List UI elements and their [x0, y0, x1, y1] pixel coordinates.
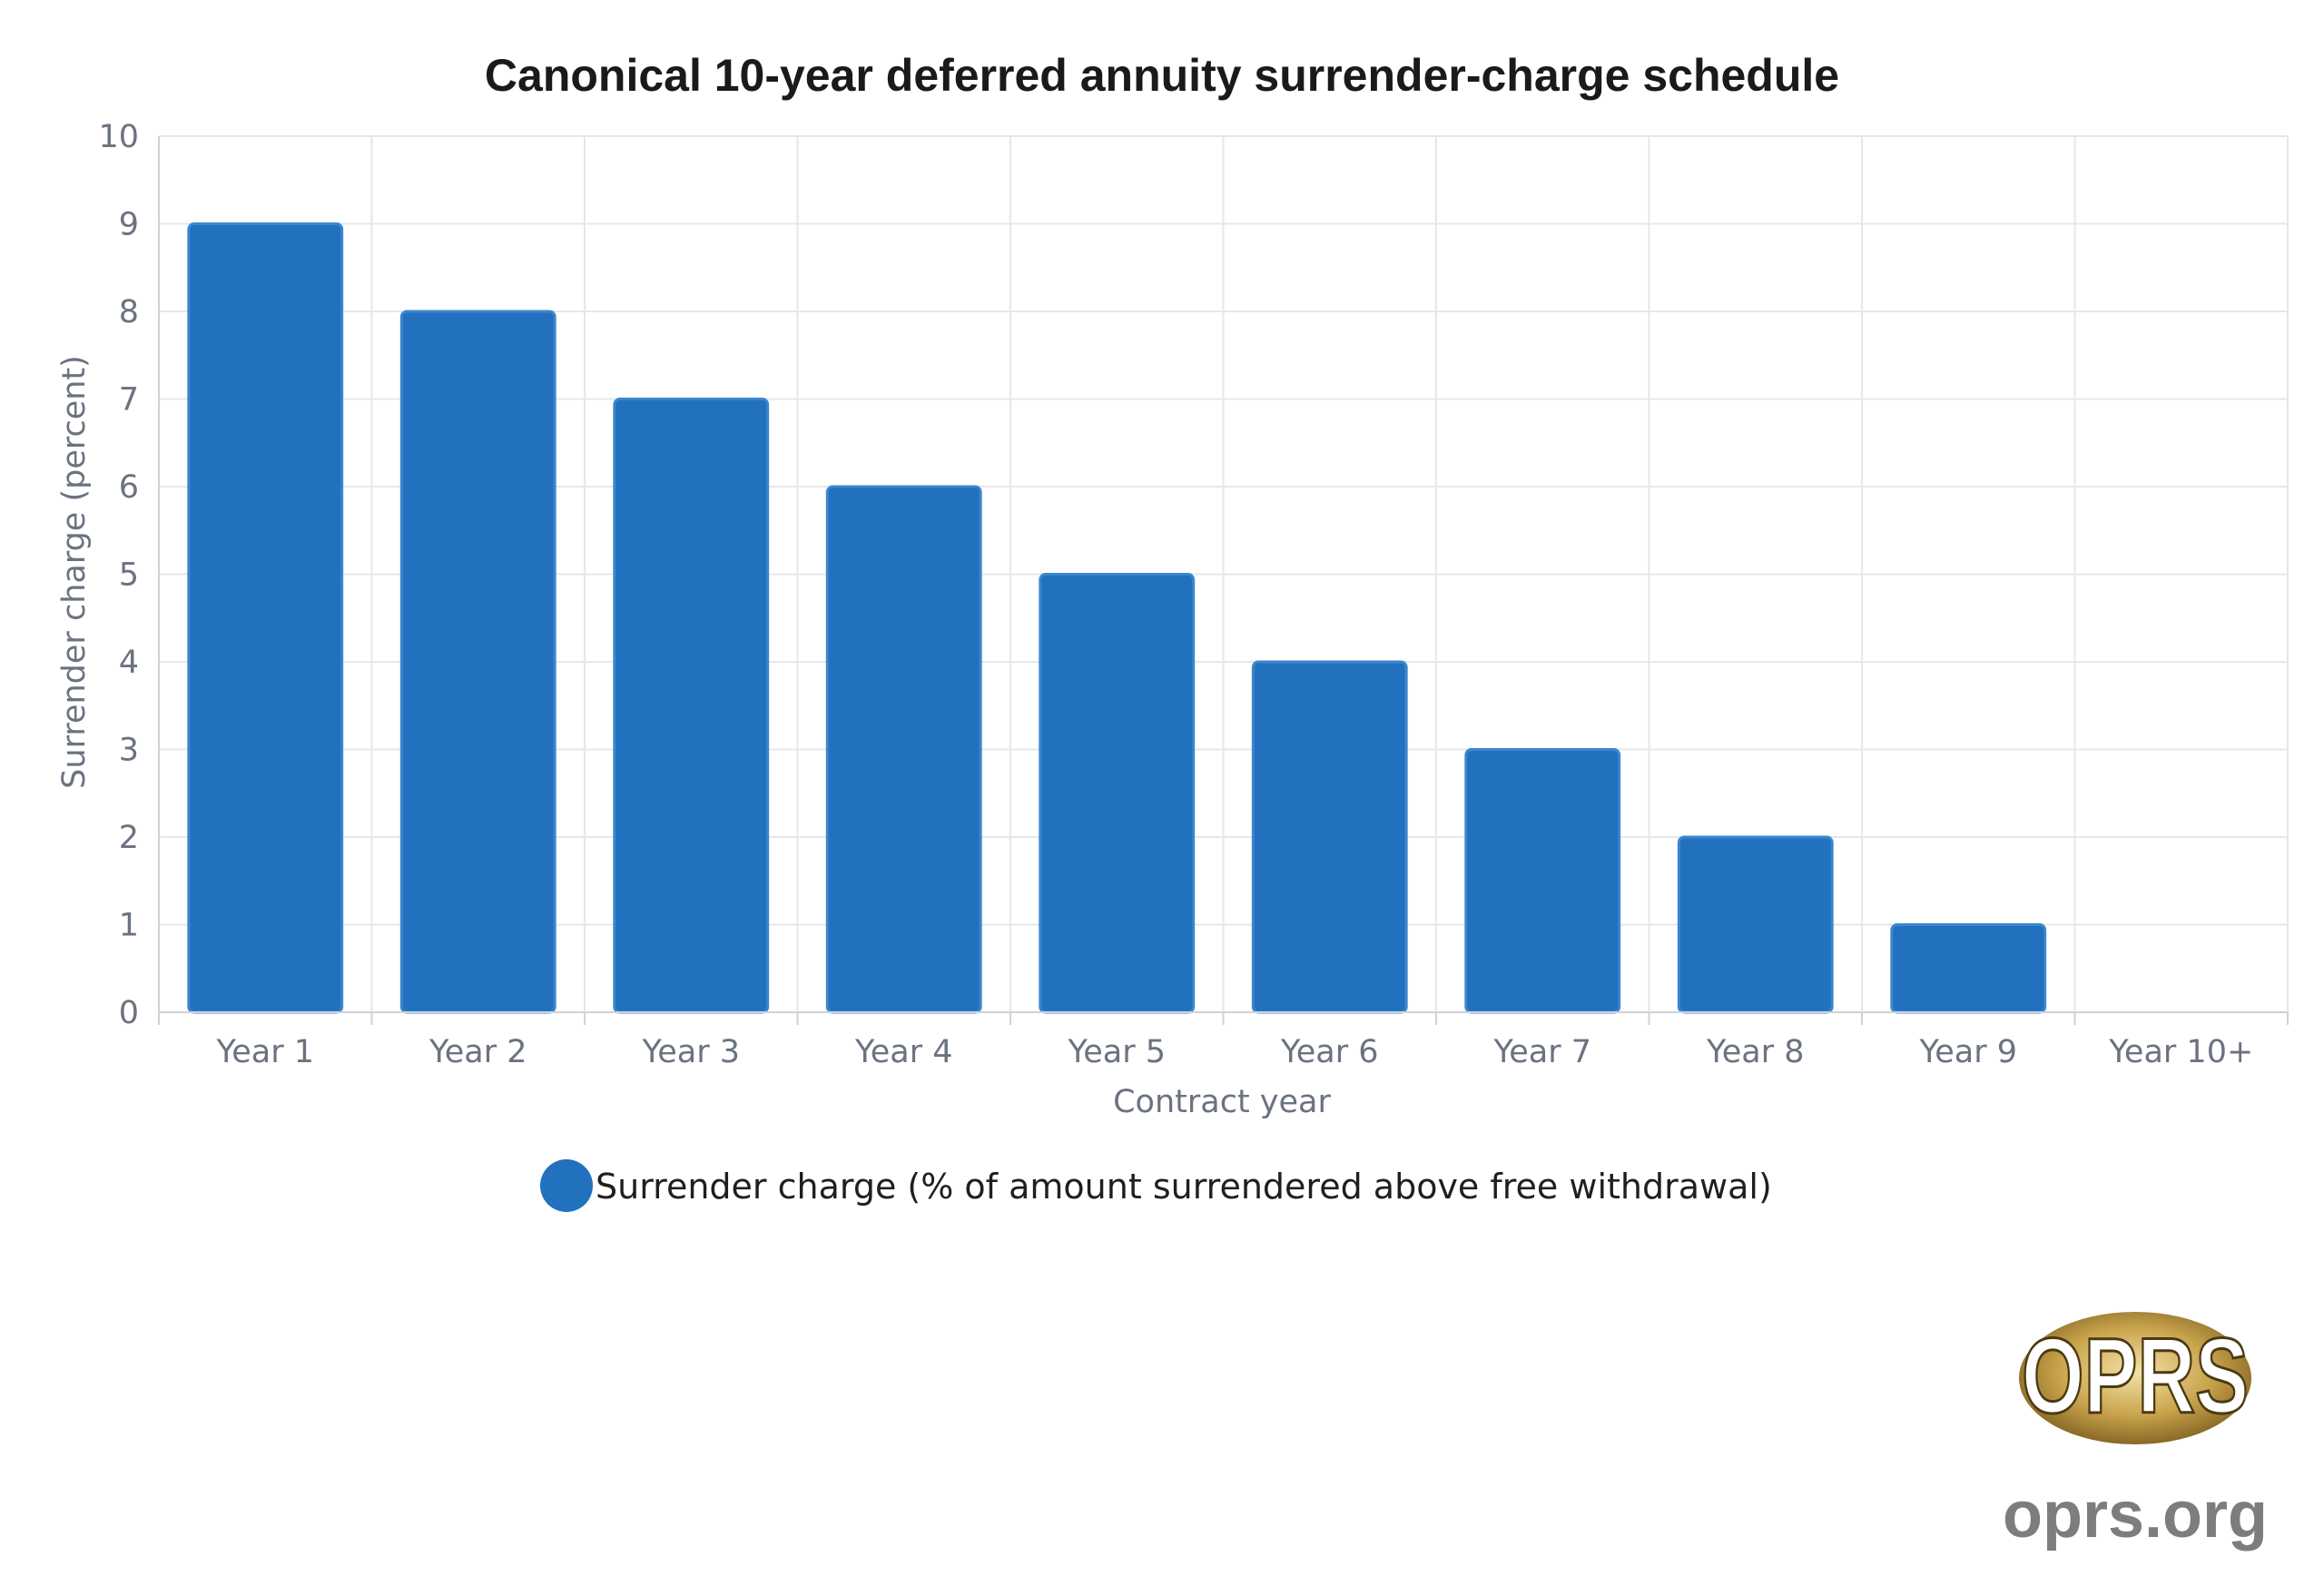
x-tick-label: Year 4	[854, 1034, 953, 1070]
y-tick-label: 6	[119, 469, 139, 506]
x-tick-label: Year 3	[642, 1034, 741, 1070]
x-tick-labels: Year 1 Year 2 Year 3 Year 4 Year 5 Year 6 Year…	[216, 1034, 2254, 1070]
bars	[187, 222, 2047, 1014]
logo-text: OPRS	[2022, 1316, 2249, 1436]
legend-label: Surrender charge (% of amount surrendere…	[596, 1167, 1772, 1207]
legend-marker	[540, 1159, 593, 1212]
x-tick-label: Year 8	[1706, 1034, 1805, 1070]
y-tick-label: 2	[119, 820, 139, 856]
y-tick-label: 1	[119, 908, 139, 944]
x-tick-label: Year 7	[1493, 1034, 1592, 1070]
y-tick-label: 10	[98, 119, 139, 155]
y-tick-label: 0	[119, 995, 139, 1031]
bar[interactable]	[1464, 748, 1621, 1014]
x-tick-label: Year 2	[428, 1034, 527, 1070]
y-axis-label: Surrender charge (percent)	[56, 355, 93, 789]
bar[interactable]	[1251, 660, 1408, 1014]
y-tick-label: 4	[119, 645, 139, 681]
axes	[158, 136, 2289, 1025]
y-tick-label: 9	[119, 207, 139, 243]
x-tick-label: Year 10+	[2108, 1034, 2253, 1070]
y-tick-label: 7	[119, 382, 139, 419]
y-tick-labels: 0 1 2 3 4 5 6 7 8 9 10	[98, 119, 139, 1031]
chart-title: Canonical 10-year deferred annuity surre…	[485, 50, 1839, 101]
bar[interactable]	[1677, 835, 1834, 1014]
logo-gold-oval	[2019, 1312, 2251, 1444]
legend[interactable]: Surrender charge (% of amount surrendere…	[540, 1159, 1772, 1212]
x-axis-label: Contract year	[1113, 1084, 1331, 1120]
bar[interactable]	[399, 310, 556, 1014]
bar[interactable]	[1890, 923, 2047, 1014]
y-tick-label: 8	[119, 294, 139, 330]
x-tick-label: Year 9	[1919, 1034, 2018, 1070]
bar[interactable]	[825, 485, 982, 1014]
x-tick-label: Year 1	[216, 1034, 315, 1070]
x-tick-label: Year 6	[1280, 1034, 1379, 1070]
site-text[interactable]: oprs.org	[2003, 1479, 2268, 1552]
bar[interactable]	[187, 222, 344, 1014]
y-tick-label: 5	[119, 557, 139, 594]
bar[interactable]	[1039, 573, 1196, 1014]
oprs-logo: OPRS	[2019, 1312, 2251, 1444]
x-tick-label: Year 5	[1068, 1034, 1167, 1070]
y-tick-label: 3	[119, 733, 139, 769]
bar[interactable]	[613, 398, 770, 1014]
